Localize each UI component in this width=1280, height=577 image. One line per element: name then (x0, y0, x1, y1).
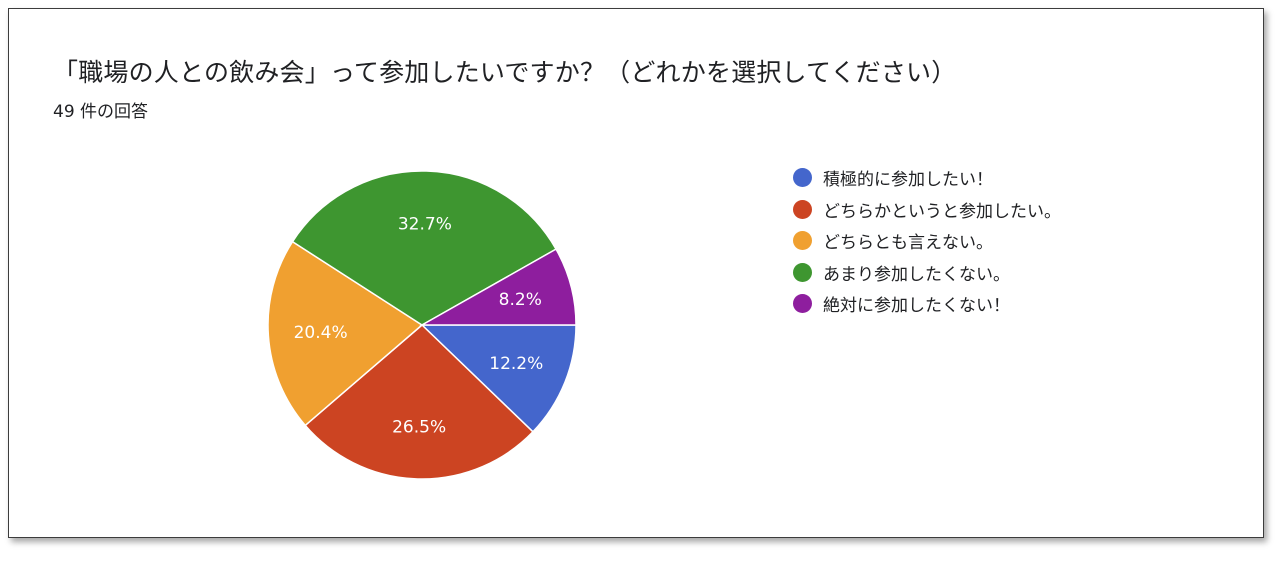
legend-swatch-icon (793, 231, 812, 251)
legend-label: どちらとも言えない。 (823, 233, 993, 254)
legend-item-somewhat-unwilling[interactable]: あまり参加したくない。 (793, 257, 1061, 289)
chart-legend: 積極的に参加したい！ どちらかというと参加したい。 どちらとも言えない。 あまり参加し… (793, 162, 1061, 320)
pie-slice-neutral[interactable] (267, 240, 424, 427)
legend-label: どちらかというと参加したい。 (823, 201, 1061, 222)
legend-label: 絶対に参加したくない！ (823, 296, 1010, 317)
response-count: 49 件の回答 (53, 102, 149, 122)
legend-swatch-icon (793, 168, 812, 188)
pie-slice-very-unwilling[interactable] (419, 248, 577, 326)
chart-title: 「職場の人との飲み会」って参加したいですか？（どれかを選択してください） (53, 58, 957, 87)
legend-item-somewhat-willing[interactable]: どちらかというと参加したい。 (793, 194, 1061, 226)
slice-label-very-unwilling: 8.2% (499, 290, 542, 310)
legend-swatch-icon (793, 199, 812, 219)
pie-slice-very-willing[interactable] (420, 324, 577, 433)
slice-label-somewhat-unwilling: 32.7% (398, 214, 452, 234)
legend-label: 積極的に参加したい！ (823, 170, 993, 191)
slice-label-somewhat-willing: 26.5% (392, 418, 446, 438)
legend-label: あまり参加したくない。 (823, 264, 1010, 285)
legend-item-neutral[interactable]: どちらとも言えない。 (793, 225, 1061, 257)
legend-swatch-icon (793, 262, 812, 282)
slice-label-very-willing: 12.2% (489, 354, 543, 374)
pie-slice-somewhat-willing[interactable] (304, 323, 534, 480)
legend-swatch-icon (793, 294, 812, 314)
legend-item-very-unwilling[interactable]: 絶対に参加したくない！ (793, 288, 1061, 320)
pie-slice-somewhat-unwilling[interactable] (291, 170, 558, 326)
slice-label-neutral: 20.4% (294, 323, 348, 343)
legend-item-very-willing[interactable]: 積極的に参加したい！ (793, 162, 1061, 194)
chart-card: 「職場の人との飲み会」って参加したいですか？（どれかを選択してください） 49 … (8, 8, 1264, 538)
